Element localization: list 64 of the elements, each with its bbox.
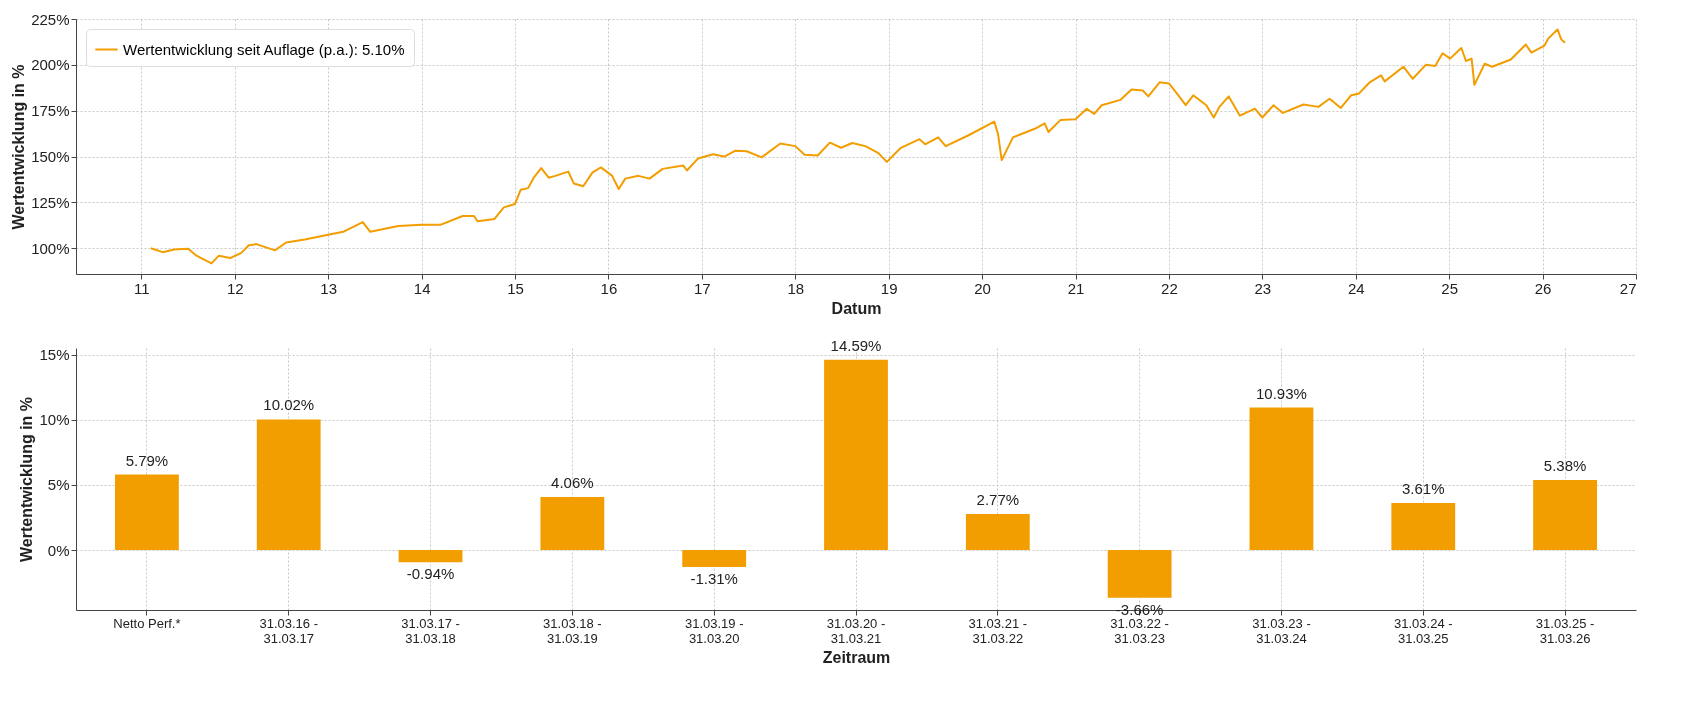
data-label: -0.94% xyxy=(406,565,455,583)
y-tick-label: 0% xyxy=(47,541,70,559)
bar xyxy=(824,359,888,551)
bar xyxy=(1249,407,1314,551)
data-label: 5.38% xyxy=(1543,456,1587,474)
bar xyxy=(1533,479,1597,551)
x-tick-label: 13 xyxy=(320,279,338,297)
bar xyxy=(1391,502,1456,551)
x-tick-label: 16 xyxy=(600,279,618,297)
data-label: 10.93% xyxy=(1256,384,1307,402)
x-tick-label: 31.03.16 - 31.03.17 xyxy=(259,615,318,646)
data-label: 3.61% xyxy=(1402,479,1445,497)
x-tick-label: 31.03.20 - 31.03.21 xyxy=(826,615,886,646)
x-tick-label: 24 xyxy=(1347,279,1365,297)
y-tick-label: 150% xyxy=(31,148,70,166)
x-tick-label: 15 xyxy=(507,279,524,297)
data-label: 4.06% xyxy=(551,474,594,492)
bar xyxy=(256,419,321,551)
x-tick-label: 23 xyxy=(1254,279,1272,297)
x-axis-title: Zeitraum xyxy=(822,648,891,666)
y-tick-label: 200% xyxy=(31,56,70,74)
x-tick-label: 18 xyxy=(787,279,805,297)
y-tick-label: 5% xyxy=(47,476,70,494)
x-tick-label: Netto Perf.* xyxy=(113,615,181,631)
x-tick-label: 31.03.17 - 31.03.18 xyxy=(401,615,460,646)
x-tick-label: 31.03.19 - 31.03.20 xyxy=(684,615,744,646)
x-tick-label: 31.03.22 - 31.03.23 xyxy=(1110,615,1169,646)
x-tick-label: 31.03.24 - 31.03.25 xyxy=(1394,615,1453,646)
x-tick-label: 21 xyxy=(1067,279,1085,297)
x-tick-label: 22 xyxy=(1161,279,1178,297)
y-axis-title: Wertentwicklung in % xyxy=(10,64,28,230)
x-tick-label: 19 xyxy=(880,279,898,297)
x-tick-label: 25 xyxy=(1441,279,1459,297)
y-tick-label: 125% xyxy=(31,193,70,211)
bar xyxy=(965,513,1030,551)
x-tick-label: 26 xyxy=(1534,279,1552,297)
x-tick-label: 17 xyxy=(694,279,711,297)
bar xyxy=(398,550,463,563)
x-axis-title: Datum xyxy=(831,299,882,317)
y-axis-title: Wertentwicklung in % xyxy=(18,396,36,563)
y-tick-label: 175% xyxy=(31,102,70,120)
bar xyxy=(115,474,179,551)
x-tick-label: 31.03.25 - 31.03.26 xyxy=(1535,615,1595,646)
data-label: 2.77% xyxy=(976,490,1020,508)
y-tick-label: 100% xyxy=(31,239,70,257)
bar xyxy=(540,497,605,551)
x-tick-label: 31.03.18 - 31.03.19 xyxy=(543,615,602,646)
data-label: 10.02% xyxy=(263,396,315,414)
y-tick-label: 15% xyxy=(39,346,70,364)
legend-label: Wertentwicklung seit Auflage (p.a.): 5.10% xyxy=(123,40,405,58)
x-tick-label: 12 xyxy=(226,279,244,297)
data-label: 14.59% xyxy=(830,336,882,354)
y-tick-label: 225% xyxy=(31,10,70,28)
bar xyxy=(1107,550,1172,598)
x-tick-label: 14 xyxy=(413,279,431,297)
x-tick-label: 27 xyxy=(1619,279,1637,297)
x-tick-label: 31.03.21 - 31.03.22 xyxy=(968,615,1028,646)
bar xyxy=(682,550,747,568)
data-label: -1.31% xyxy=(690,570,738,588)
y-tick-label: 10% xyxy=(39,411,70,429)
data-label: 5.79% xyxy=(125,451,169,469)
x-tick-label: 31.03.23 - 31.03.24 xyxy=(1252,615,1311,646)
x-tick-label: 11 xyxy=(134,279,150,297)
x-tick-label: 20 xyxy=(974,279,991,297)
